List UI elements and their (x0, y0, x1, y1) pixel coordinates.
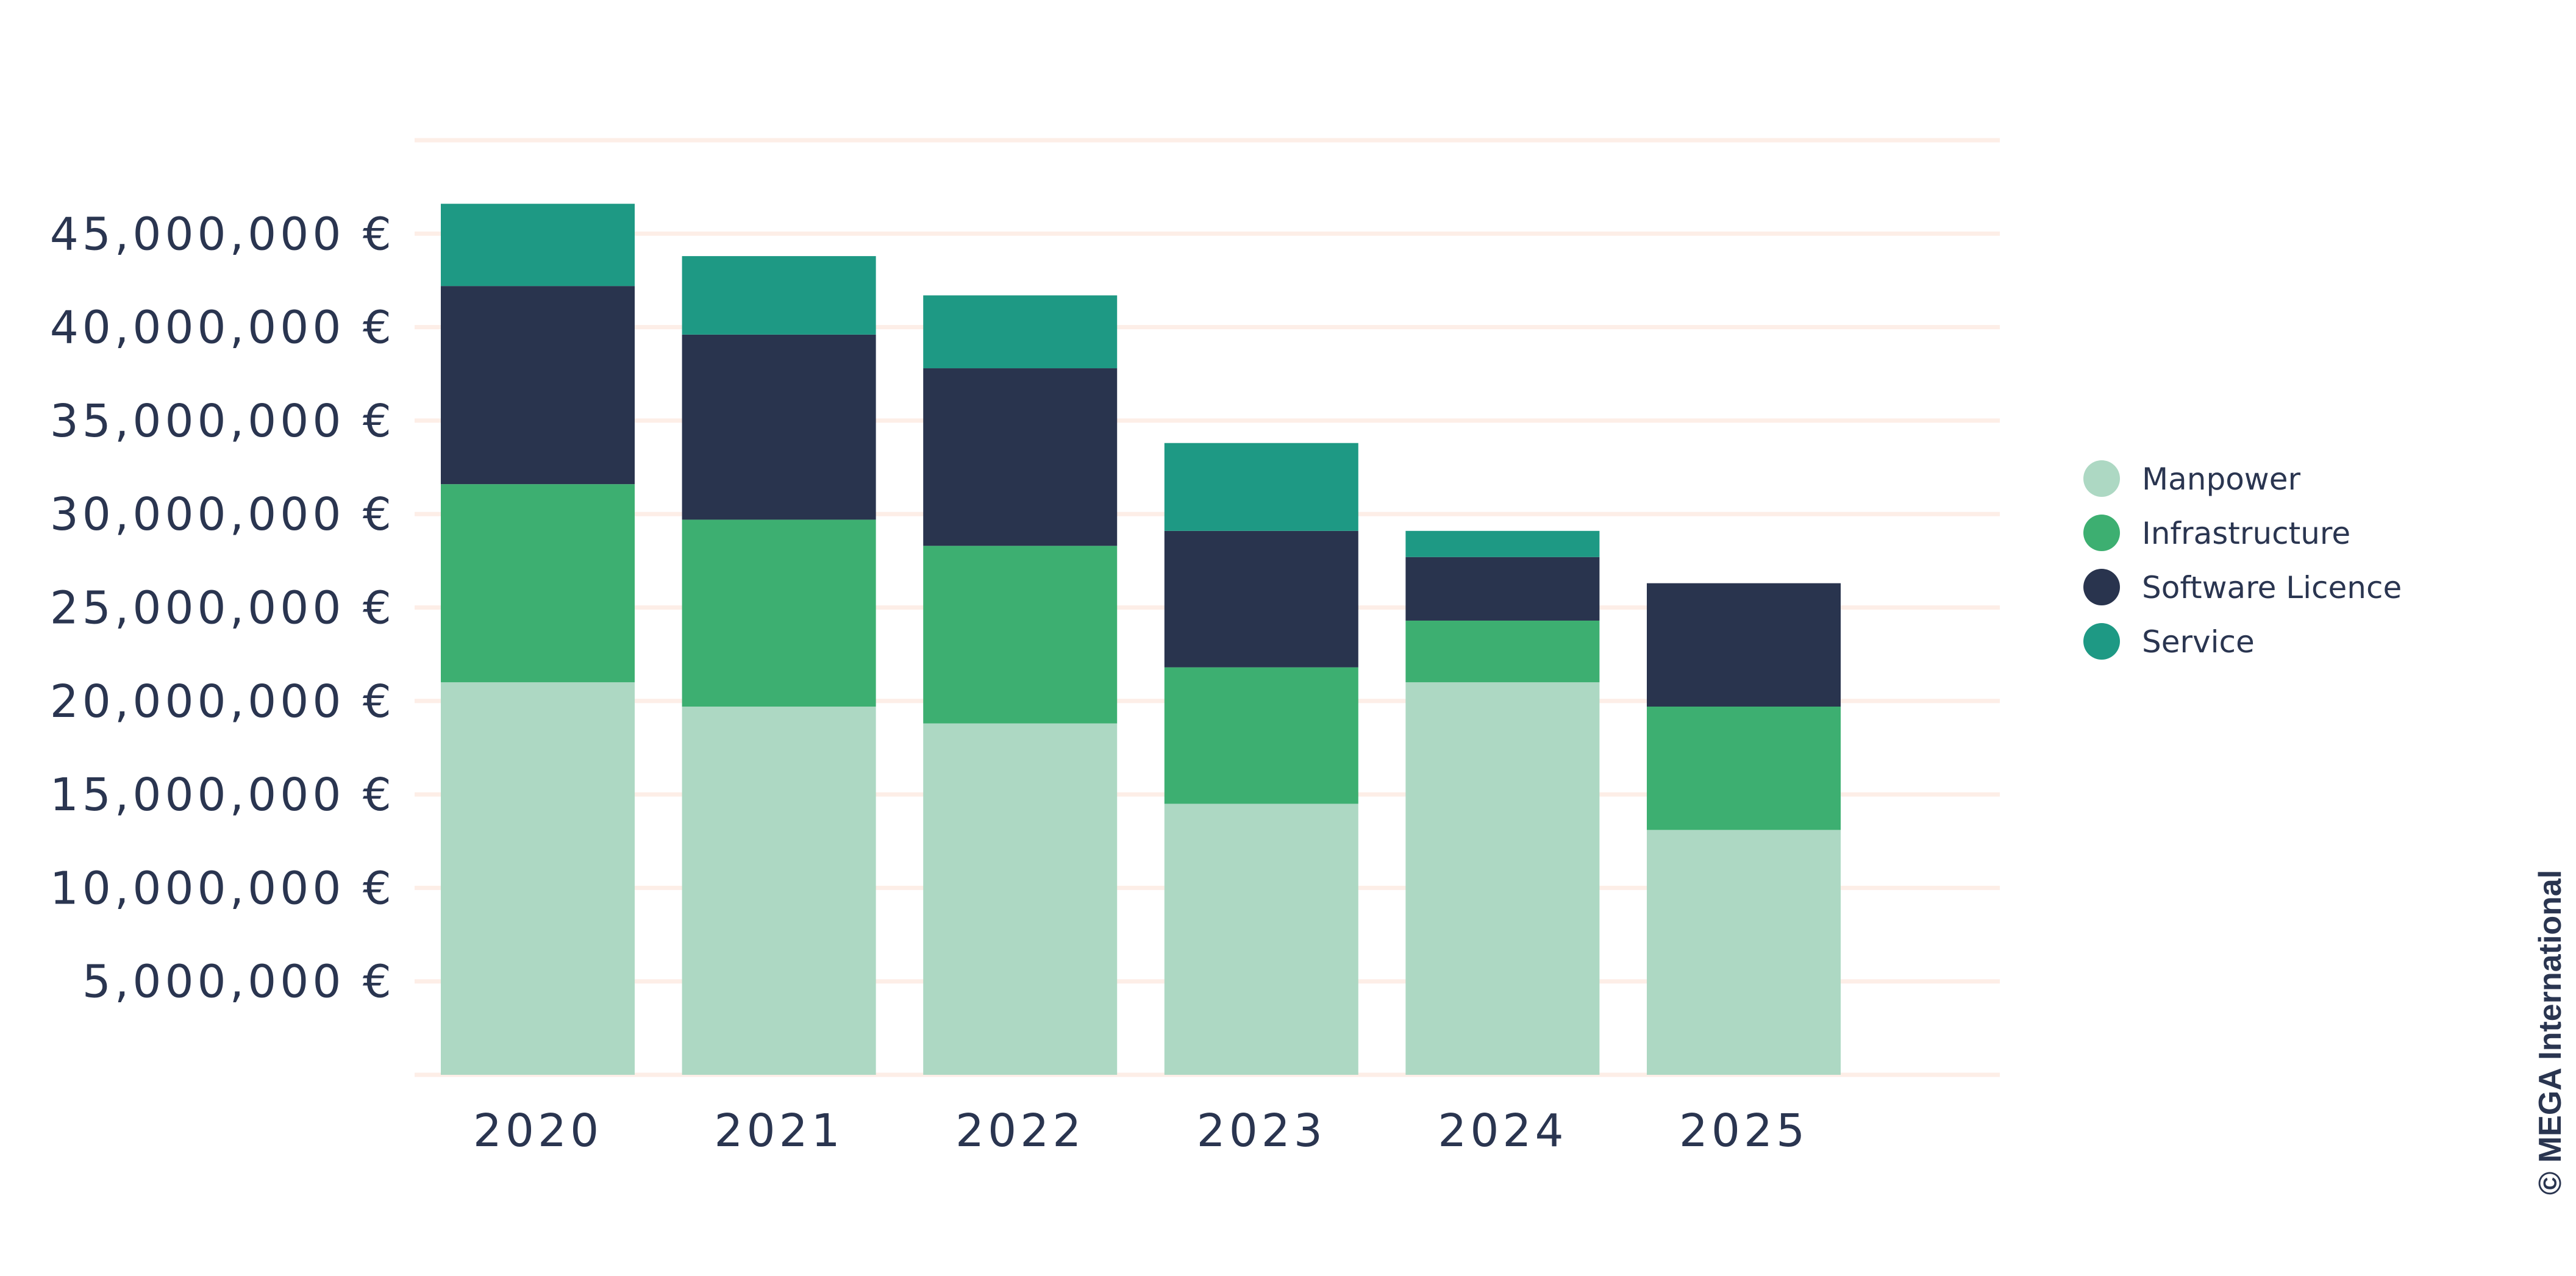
y-tick-label: 45,000,000 € (50, 208, 395, 260)
y-tick-label: 10,000,000 € (50, 862, 395, 914)
bar-segment (1405, 530, 1600, 557)
copyright-text: © MEGA International (2533, 870, 2568, 1195)
bar-segment (1647, 830, 1841, 1075)
y-tick-label: 5,000,000 € (82, 956, 395, 1008)
y-tick-label: 35,000,000 € (50, 395, 395, 447)
bar-segment (1164, 667, 1358, 804)
legend-swatch (2083, 460, 2120, 497)
bar-segment (1647, 706, 1841, 830)
bar-segment (1405, 557, 1600, 621)
legend-label: Manpower (2142, 462, 2300, 497)
bar-segment (441, 484, 635, 683)
x-tick-label: 2024 (1438, 1105, 1567, 1157)
x-tick-label: 2023 (1197, 1105, 1326, 1157)
legend-swatch (2083, 623, 2120, 660)
legend-swatch (2083, 569, 2120, 605)
bar-segment (1164, 443, 1358, 531)
bar-segment (923, 295, 1118, 369)
bar-segment (923, 368, 1118, 546)
y-tick-label: 40,000,000 € (50, 302, 395, 354)
bar-segment (441, 682, 635, 1075)
legend-swatch (2083, 515, 2120, 551)
x-tick-label: 2021 (714, 1105, 843, 1157)
y-tick-label: 25,000,000 € (50, 582, 395, 635)
x-axis-tick-labels: 2020 2021 2022 2023 2024 2025 (473, 1105, 1808, 1157)
bar-segment (923, 723, 1118, 1075)
y-tick-label: 15,000,000 € (50, 769, 395, 821)
y-tick-label: 30,000,000 € (50, 488, 395, 541)
bar-segment (441, 204, 635, 287)
bar-segment (682, 256, 876, 335)
bar-segment (1164, 530, 1358, 668)
legend-label: Infrastructure (2142, 516, 2350, 551)
bar-segment (1647, 583, 1841, 707)
bar-segment (1405, 682, 1600, 1075)
x-tick-label: 2020 (473, 1105, 602, 1157)
x-tick-label: 2025 (1679, 1105, 1808, 1157)
bar-segment (1164, 804, 1358, 1075)
y-tick-label: 20,000,000 € (50, 675, 395, 728)
bar-segment (1405, 620, 1600, 683)
legend-label: Service (2142, 624, 2255, 660)
bar-segment (682, 706, 876, 1075)
bar-segment (441, 286, 635, 485)
bar-segment (923, 546, 1118, 724)
bar-segment (682, 519, 876, 707)
bars (441, 204, 1841, 1075)
x-tick-label: 2022 (955, 1105, 1085, 1157)
legend-label: Software Licence (2142, 570, 2402, 605)
y-axis-tick-labels: 5,000,000 € 10,000,000 € 15,000,000 € 20,00… (50, 208, 395, 1008)
legend: Manpower Infrastructure Software Licence Se… (2083, 460, 2402, 660)
bar-segment (682, 334, 876, 520)
